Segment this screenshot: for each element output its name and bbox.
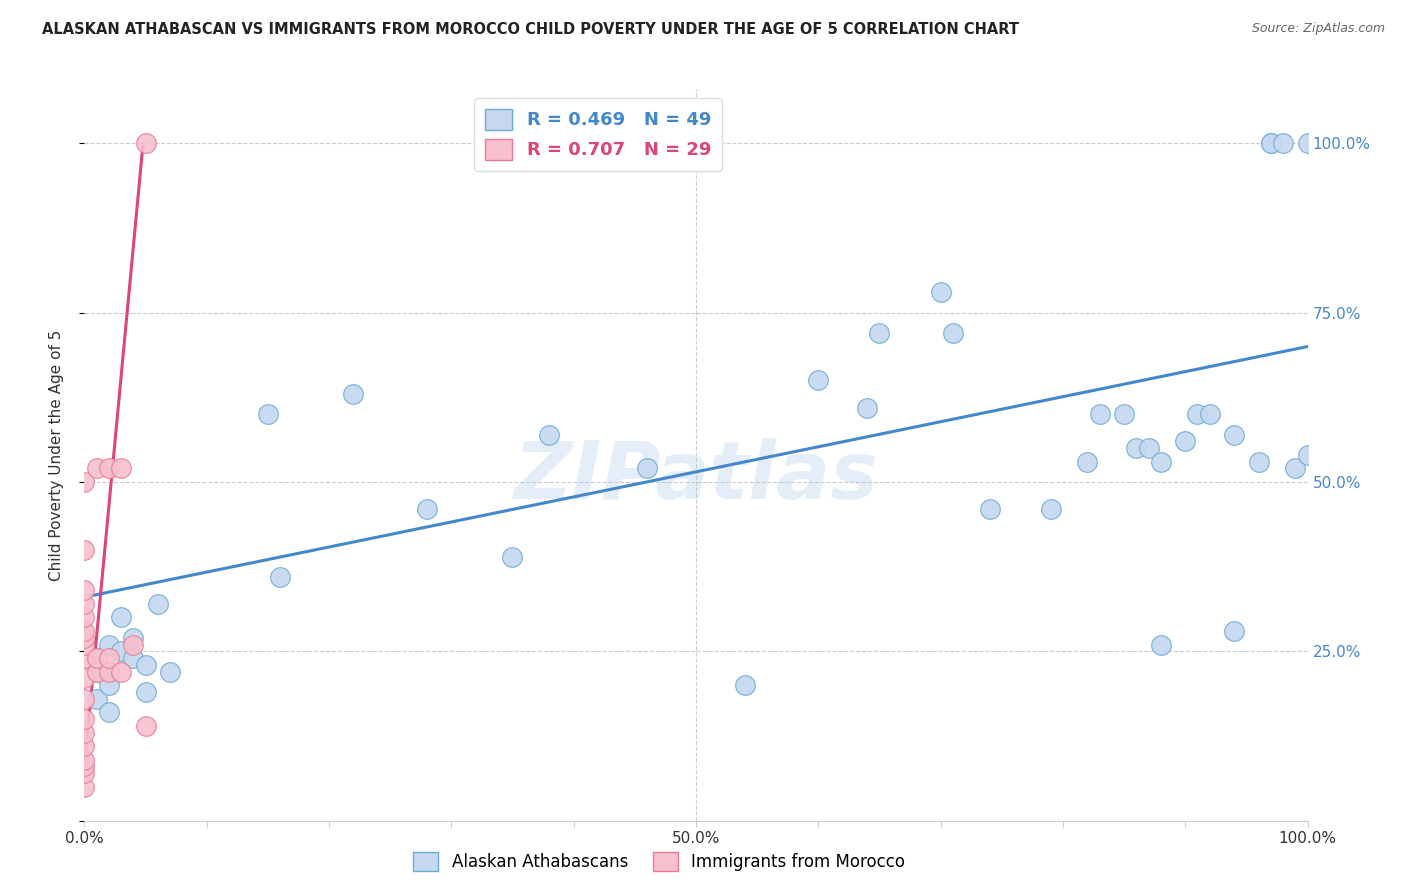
Point xyxy=(159,665,181,679)
Point xyxy=(73,583,96,598)
Point xyxy=(1284,461,1306,475)
Point xyxy=(1198,407,1220,421)
Point xyxy=(146,597,169,611)
Point xyxy=(1076,455,1098,469)
Point xyxy=(979,502,1001,516)
Point xyxy=(1223,427,1246,442)
Point xyxy=(73,631,96,645)
Point xyxy=(97,665,120,679)
Point xyxy=(1296,136,1319,151)
Point xyxy=(73,739,96,753)
Point xyxy=(636,461,658,475)
Point xyxy=(1260,136,1282,151)
Point xyxy=(73,597,96,611)
Point xyxy=(1296,448,1319,462)
Point xyxy=(73,759,96,773)
Point xyxy=(856,401,879,415)
Point xyxy=(1187,407,1209,421)
Point xyxy=(1272,136,1295,151)
Point xyxy=(73,672,96,686)
Point xyxy=(135,657,157,672)
Point xyxy=(73,691,96,706)
Point xyxy=(538,427,561,442)
Point xyxy=(342,387,364,401)
Point xyxy=(1247,455,1270,469)
Point xyxy=(86,651,108,665)
Point xyxy=(97,638,120,652)
Point xyxy=(1039,502,1062,516)
Point xyxy=(1150,455,1173,469)
Point xyxy=(86,665,108,679)
Text: Source: ZipAtlas.com: Source: ZipAtlas.com xyxy=(1251,22,1385,36)
Point xyxy=(1223,624,1246,638)
Point xyxy=(97,461,120,475)
Point xyxy=(1150,638,1173,652)
Point xyxy=(122,631,145,645)
Text: ALASKAN ATHABASCAN VS IMMIGRANTS FROM MOROCCO CHILD POVERTY UNDER THE AGE OF 5 C: ALASKAN ATHABASCAN VS IMMIGRANTS FROM MO… xyxy=(42,22,1019,37)
Point xyxy=(110,610,132,624)
Point xyxy=(73,712,96,726)
Point xyxy=(135,685,157,699)
Point xyxy=(73,780,96,794)
Point xyxy=(135,136,157,151)
Point xyxy=(97,651,120,665)
Point xyxy=(1088,407,1111,421)
Point xyxy=(73,610,96,624)
Point xyxy=(86,665,108,679)
Point xyxy=(73,651,96,665)
Text: ZIPatlas: ZIPatlas xyxy=(513,438,879,516)
Point xyxy=(1114,407,1136,421)
Point xyxy=(110,461,132,475)
Point xyxy=(1260,136,1282,151)
Point xyxy=(1174,434,1197,449)
Point xyxy=(73,624,96,638)
Point xyxy=(1125,441,1147,455)
Point xyxy=(122,651,145,665)
Point xyxy=(73,753,96,767)
Point xyxy=(122,638,145,652)
Point xyxy=(86,691,108,706)
Point xyxy=(269,570,291,584)
Point xyxy=(416,502,439,516)
Point xyxy=(135,719,157,733)
Point xyxy=(73,475,96,489)
Point xyxy=(502,549,524,564)
Point xyxy=(73,766,96,780)
Point xyxy=(1137,441,1160,455)
Y-axis label: Child Poverty Under the Age of 5: Child Poverty Under the Age of 5 xyxy=(49,329,63,581)
Point xyxy=(807,373,830,387)
Point xyxy=(86,651,108,665)
Point xyxy=(869,326,891,340)
Point xyxy=(929,285,952,300)
Point xyxy=(86,461,108,475)
Point xyxy=(73,638,96,652)
Point xyxy=(110,644,132,658)
Point xyxy=(97,665,120,679)
Point xyxy=(734,678,756,692)
Point xyxy=(257,407,280,421)
Point xyxy=(73,725,96,739)
Point xyxy=(97,706,120,720)
Point xyxy=(97,678,120,692)
Legend: Alaskan Athabascans, Immigrants from Morocco: Alaskan Athabascans, Immigrants from Mor… xyxy=(406,846,912,878)
Point xyxy=(110,665,132,679)
Point xyxy=(73,542,96,557)
Point xyxy=(942,326,965,340)
